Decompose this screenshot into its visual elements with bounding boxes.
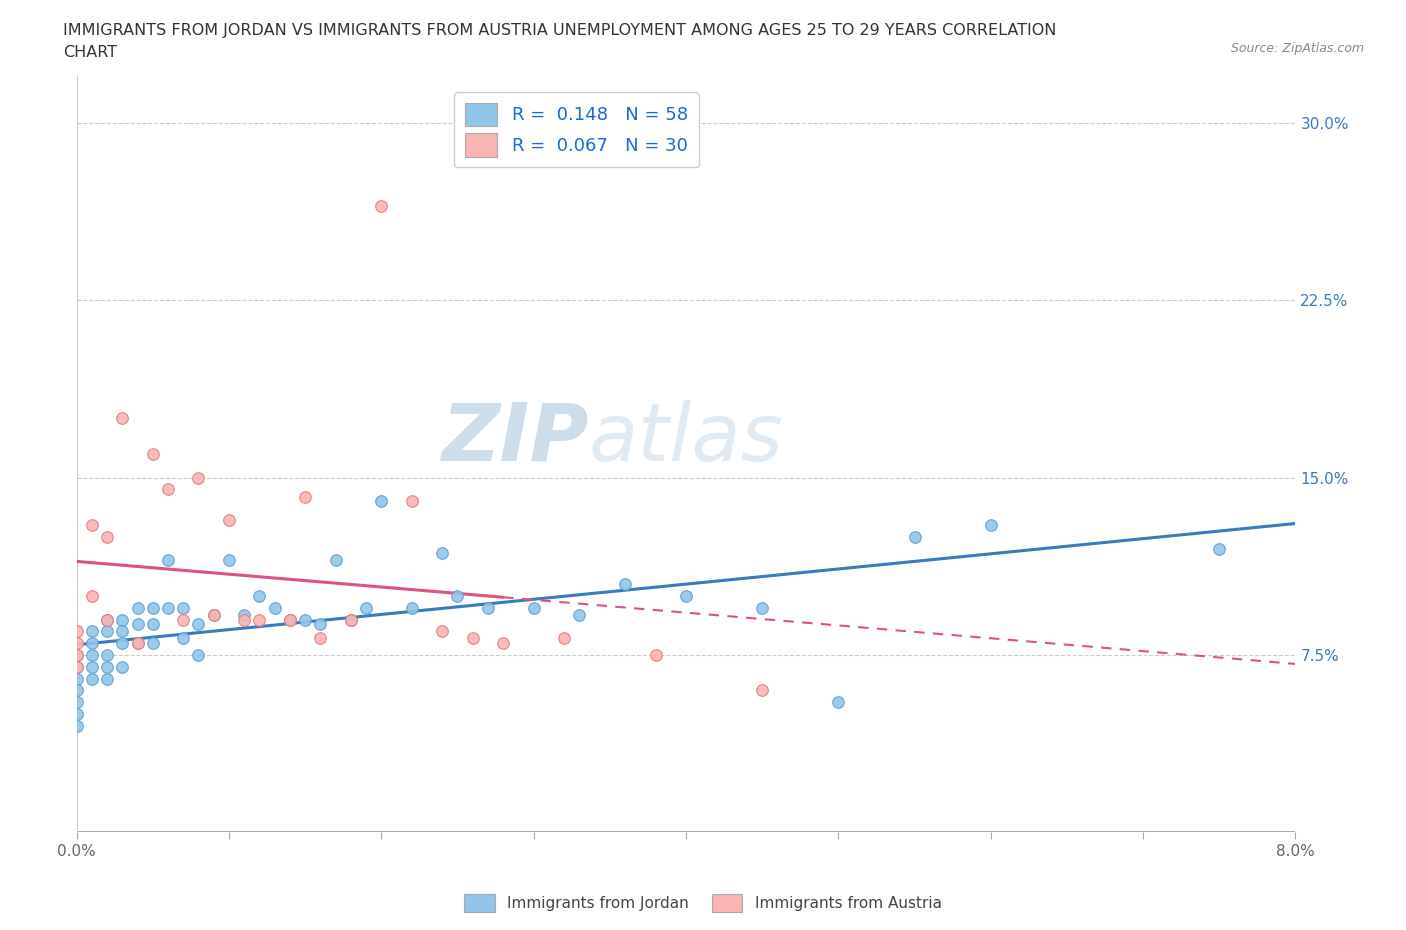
Point (370, 494, 392, 509)
Point (96, 659, 118, 674)
Point (156, 482, 179, 497)
Point (568, 607, 591, 622)
Point (477, 600, 499, 615)
Point (202, 607, 225, 622)
Point (644, 647, 666, 662)
Point (340, 612, 363, 627)
Legend: Immigrants from Jordan, Immigrants from Austria: Immigrants from Jordan, Immigrants from … (458, 888, 948, 918)
Point (492, 636, 515, 651)
Point (278, 612, 301, 627)
Point (294, 612, 316, 627)
Point (65, 719, 87, 734)
Point (65, 647, 87, 662)
Point (156, 553, 179, 568)
Point (218, 553, 240, 568)
Point (65, 624, 87, 639)
Point (80, 659, 103, 674)
Point (401, 600, 423, 615)
Point (80, 517, 103, 532)
Point (65, 683, 87, 698)
Point (96, 612, 118, 627)
Point (751, 600, 773, 615)
Point (142, 600, 165, 615)
Point (202, 607, 225, 622)
Point (247, 589, 270, 604)
Point (96, 671, 118, 686)
Point (65, 636, 87, 651)
Point (172, 631, 194, 645)
Point (309, 631, 332, 645)
Point (461, 631, 484, 645)
Point (675, 589, 697, 604)
Text: atlas: atlas (589, 400, 783, 478)
Point (127, 617, 149, 631)
Point (354, 600, 377, 615)
Point (172, 612, 194, 627)
Point (751, 683, 773, 698)
Point (233, 612, 256, 627)
Text: ZIP: ZIP (441, 400, 589, 478)
Point (218, 512, 240, 527)
Point (65, 647, 87, 662)
Point (127, 636, 149, 651)
Point (263, 600, 285, 615)
Point (96, 647, 118, 662)
Point (65, 659, 87, 674)
Point (980, 517, 1002, 532)
Point (325, 553, 347, 568)
Point (142, 636, 165, 651)
Point (278, 612, 301, 627)
Text: CHART: CHART (63, 45, 117, 60)
Text: Source: ZipAtlas.com: Source: ZipAtlas.com (1230, 42, 1364, 55)
Point (614, 577, 637, 591)
Point (127, 636, 149, 651)
Point (187, 471, 209, 485)
Point (127, 600, 149, 615)
Point (80, 624, 103, 639)
Point (111, 624, 134, 639)
Point (96, 612, 118, 627)
Point (446, 589, 468, 604)
Point (80, 647, 103, 662)
Point (111, 411, 134, 426)
Text: IMMIGRANTS FROM JORDAN VS IMMIGRANTS FROM AUSTRIA UNEMPLOYMENT AMONG AGES 25 TO : IMMIGRANTS FROM JORDAN VS IMMIGRANTS FRO… (63, 23, 1057, 38)
Point (187, 647, 209, 662)
Point (142, 446, 165, 461)
Point (309, 617, 332, 631)
Point (172, 600, 194, 615)
Legend: R =  0.148   N = 58, R =  0.067   N = 30: R = 0.148 N = 58, R = 0.067 N = 30 (454, 92, 699, 167)
Point (111, 636, 134, 651)
Point (65, 659, 87, 674)
Point (233, 607, 256, 622)
Point (80, 671, 103, 686)
Point (553, 631, 575, 645)
Point (1208, 541, 1230, 556)
Point (156, 600, 179, 615)
Point (65, 695, 87, 710)
Point (523, 600, 546, 615)
Point (370, 198, 392, 213)
Point (80, 636, 103, 651)
Point (111, 612, 134, 627)
Point (142, 617, 165, 631)
Point (80, 589, 103, 604)
Point (96, 529, 118, 544)
Point (111, 659, 134, 674)
Point (432, 624, 454, 639)
Point (294, 489, 316, 504)
Point (401, 494, 423, 509)
Point (96, 624, 118, 639)
Point (65, 671, 87, 686)
Point (65, 707, 87, 722)
Point (247, 612, 270, 627)
Point (432, 546, 454, 561)
Point (187, 617, 209, 631)
Point (903, 529, 925, 544)
Point (340, 612, 363, 627)
Point (827, 695, 849, 710)
